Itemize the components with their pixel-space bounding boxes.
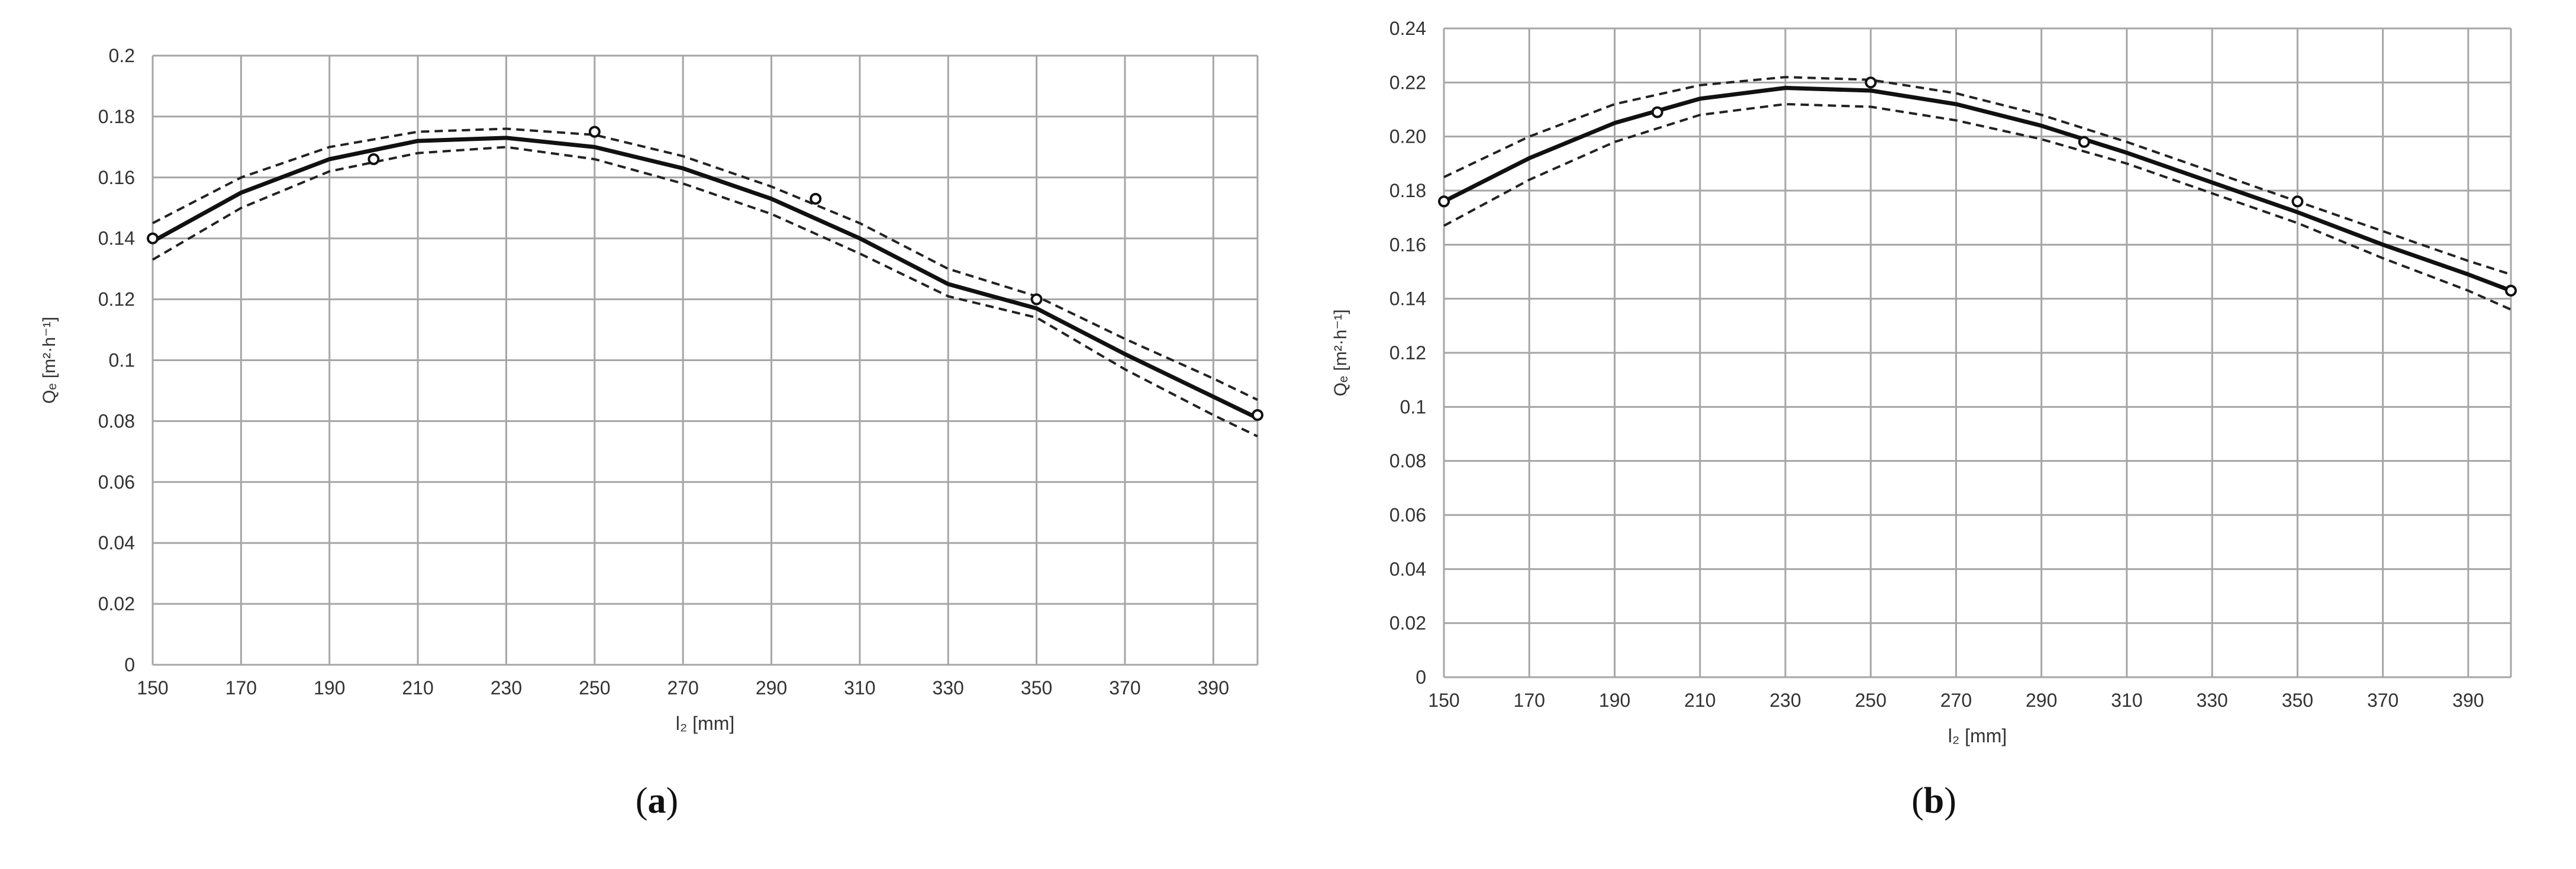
x-tick-label: 270: [667, 677, 698, 699]
caption-a: (a): [635, 781, 679, 821]
x-tick-label: 250: [1855, 690, 1887, 711]
x-tick-label: 150: [137, 677, 168, 699]
x-tick-label: 370: [2367, 690, 2398, 711]
y-tick-label: 0.20: [1389, 126, 1426, 147]
x-axis-label: l₂ [mm]: [1948, 725, 2007, 746]
y-tick-label: 0.12: [1389, 342, 1426, 363]
x-tick-label: 330: [2196, 690, 2227, 711]
x-tick-label: 310: [2111, 690, 2142, 711]
y-tick-label: 0.1: [1400, 396, 1426, 417]
data-point: [810, 192, 822, 205]
y-tick-label: 0.04: [98, 532, 135, 553]
x-tick-label: 350: [2282, 690, 2313, 711]
x-tick-label: 290: [2026, 690, 2057, 711]
data-point: [1651, 106, 1663, 118]
y-tick-label: 0.16: [98, 167, 135, 188]
x-tick-label: 190: [1599, 690, 1630, 711]
x-tick-label: 390: [2452, 690, 2484, 711]
x-tick-label: 230: [491, 677, 522, 699]
y-tick-label: 0.06: [98, 471, 135, 493]
x-tick-label: 350: [1021, 677, 1052, 699]
y-axis-label: Qₑ [m²·h⁻¹]: [40, 317, 59, 404]
y-tick-label: 0.1: [109, 350, 135, 371]
y-tick-label: 0: [124, 654, 135, 675]
x-tick-label: 150: [1428, 690, 1459, 711]
caption-b: (b): [1911, 781, 1956, 821]
data-point: [2505, 284, 2517, 297]
y-tick-label: 0.16: [1389, 234, 1426, 255]
y-tick-label: 0.06: [1389, 504, 1426, 526]
confidence-lower-line: [1443, 102, 2511, 311]
confidence-upper-line: [152, 127, 1258, 401]
chart-panel-b: 0 0.02 0.04 0.06 0.08 0.1 0.12 0.14 0.16 0.18 0.20…: [1331, 18, 2517, 746]
caption-a-label: a: [647, 781, 666, 821]
y-tick-label: 0.08: [1389, 450, 1426, 472]
y-tick-label: 0.14: [98, 228, 135, 249]
y-axis-label: Qₑ [m²·h⁻¹]: [1331, 310, 1350, 397]
x-tick-label: 230: [1769, 690, 1801, 711]
y-tick-label: 0.14: [1389, 288, 1426, 310]
confidence-lower-line: [151, 146, 1258, 437]
y-tick-label: 0.02: [1389, 613, 1426, 634]
y-tick-label: 0.18: [98, 106, 135, 127]
y-tick-label: 0.08: [98, 410, 135, 432]
data-point: [588, 125, 601, 138]
x-tick-label: 330: [933, 677, 964, 699]
data-point: [2078, 136, 2090, 148]
data-point: [1030, 293, 1043, 305]
data-point: [1438, 195, 1450, 208]
fit-line: [1443, 86, 2512, 293]
y-tick-label: 0.04: [1389, 558, 1426, 580]
caption-b-label: b: [1923, 781, 1945, 821]
y-tick-label: 0.22: [1389, 72, 1426, 93]
data-point: [1865, 76, 1877, 89]
x-tick-label: 290: [756, 677, 787, 699]
x-tick-label: 270: [1940, 690, 1972, 711]
y-tick-label: 0.18: [1389, 180, 1426, 201]
x-tick-label: 210: [402, 677, 433, 699]
data-point: [147, 232, 159, 244]
data-point: [367, 153, 380, 165]
data-point: [2291, 195, 2304, 208]
x-axis-label: l₂ [mm]: [676, 713, 735, 734]
fit-line: [151, 136, 1259, 420]
x-tick-label: 250: [579, 677, 610, 699]
y-tick-label: 0.2: [109, 45, 135, 66]
x-tick-label: 170: [225, 677, 257, 699]
y-tick-label: 0.12: [98, 289, 135, 310]
x-tick-label: 210: [1684, 690, 1716, 711]
y-tick-label: 0.02: [98, 593, 135, 614]
confidence-upper-line: [1443, 76, 2511, 276]
y-tick-label: 0: [1416, 667, 1426, 688]
data-point: [1252, 409, 1263, 421]
x-tick-label: 190: [314, 677, 345, 699]
y-tick-label: 0.24: [1389, 18, 1426, 39]
x-tick-label: 310: [844, 677, 875, 699]
x-tick-label: 390: [1198, 677, 1229, 699]
chart-panel-a: 0 0.02 0.04 0.06 0.08 0.1 0.12 0.14 0.16 0.18 0.2 1…: [40, 45, 1263, 734]
x-tick-label: 370: [1109, 677, 1140, 699]
x-tick-label: 170: [1514, 690, 1545, 711]
